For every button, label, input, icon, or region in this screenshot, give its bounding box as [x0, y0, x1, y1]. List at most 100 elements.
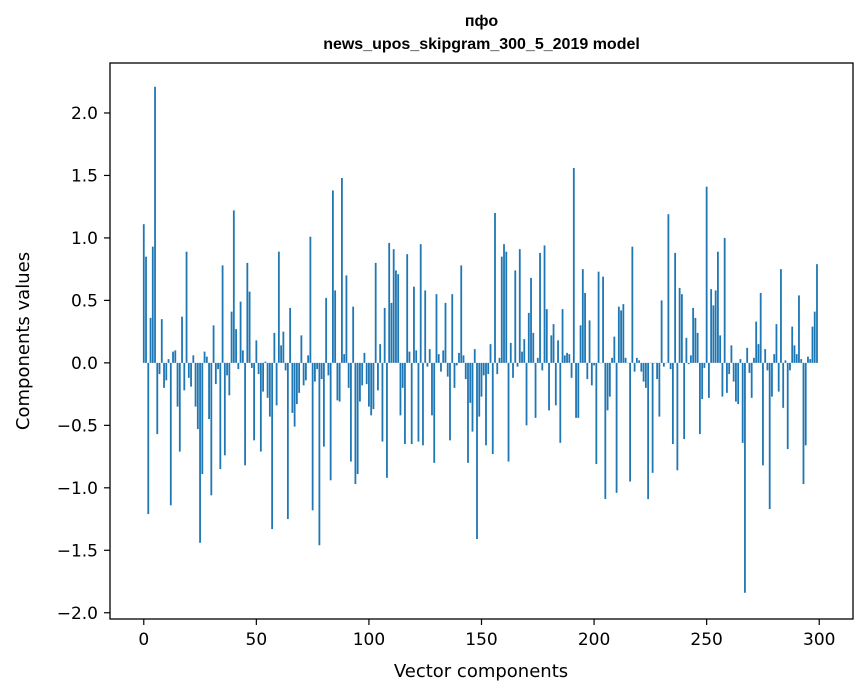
bar-component-104	[377, 362, 379, 391]
bar-component-126	[426, 362, 429, 367]
bar-component-113	[397, 274, 400, 363]
bar-component-7	[158, 362, 161, 375]
bar-component-131	[437, 354, 440, 363]
bar-component-254	[714, 290, 717, 363]
bar-component-274	[759, 292, 762, 363]
bar-component-74	[309, 236, 312, 363]
bar-component-132	[440, 362, 442, 372]
bar-component-269	[748, 362, 751, 373]
bar-component-60	[277, 251, 280, 363]
bar-component-191	[572, 167, 575, 363]
x-tick-label: 200	[578, 630, 610, 650]
bar-component-90	[345, 275, 348, 363]
bar-component-25	[199, 362, 201, 543]
bar-component-161	[505, 251, 508, 363]
bar-component-234	[669, 362, 672, 370]
y-axis-ticks: −2.0 −1.5 −1.0 −0.5 0.0 0.5 1.0 1.5 2.0	[57, 104, 110, 624]
bar-component-178	[543, 245, 546, 363]
y-tick-label: 1.5	[71, 166, 98, 186]
bar-component-135	[446, 362, 449, 377]
bar-component-30	[210, 362, 213, 496]
bar-component-211	[617, 306, 620, 363]
bar-component-184	[557, 340, 559, 363]
y-tick-label: 0.0	[71, 354, 98, 374]
bar-component-44	[241, 350, 244, 363]
bar-component-19	[185, 251, 188, 363]
x-tick-label: 250	[690, 630, 722, 650]
bar-component-144	[467, 362, 469, 463]
bar-component-149	[478, 362, 481, 417]
bar-component-8	[160, 319, 163, 363]
bar-component-26	[201, 362, 204, 475]
bar-component-295	[807, 356, 809, 363]
bar-component-40	[232, 210, 235, 363]
bar-component-14	[174, 350, 177, 363]
bar-component-268	[746, 347, 749, 363]
bar-component-147	[473, 349, 476, 363]
bar-component-114	[399, 362, 402, 416]
bar-component-32	[214, 362, 217, 385]
bar-component-230	[660, 300, 663, 363]
bar-component-2	[147, 362, 150, 515]
bar-component-266	[741, 362, 744, 443]
y-tick-label: −0.5	[57, 416, 98, 436]
bar-component-12	[169, 362, 172, 506]
bar-component-208	[611, 357, 613, 363]
bar-component-20	[187, 362, 190, 378]
bar-component-130	[435, 294, 438, 363]
bar-component-291	[798, 295, 800, 363]
bar-component-194	[579, 325, 582, 363]
bar-component-199	[590, 362, 593, 386]
bar-component-220	[638, 360, 641, 363]
bar-component-95	[356, 362, 359, 475]
bar-component-41	[235, 329, 237, 363]
bar-component-22	[192, 355, 195, 363]
bar-component-290	[795, 354, 798, 363]
y-tick-label: −1.5	[57, 541, 98, 561]
bar-component-59	[275, 362, 278, 406]
bar-component-171	[527, 312, 530, 363]
bar-component-189	[568, 354, 571, 363]
bar-component-168	[521, 351, 523, 363]
bar-component-151	[482, 362, 485, 376]
bar-component-210	[615, 362, 618, 493]
bar-component-183	[554, 362, 557, 406]
bar-component-205	[604, 362, 607, 500]
bar-component-233	[667, 214, 670, 363]
bar-component-172	[530, 277, 532, 363]
bar-component-137	[451, 294, 454, 363]
bar-component-245	[694, 317, 697, 363]
bar-component-296	[809, 359, 812, 363]
bar-component-202	[597, 271, 600, 363]
bar-component-163	[509, 342, 512, 363]
bar-component-39	[230, 311, 233, 363]
bar-component-33	[217, 362, 219, 370]
bar-component-197	[586, 362, 589, 380]
bar-component-21	[190, 362, 192, 387]
bar-component-18	[183, 362, 186, 391]
bar-component-207	[608, 362, 611, 397]
bars-group	[142, 86, 818, 593]
bar-component-55	[266, 362, 269, 398]
bar-component-261	[730, 345, 733, 363]
bar-component-73	[307, 355, 310, 363]
bar-component-64	[286, 362, 289, 520]
bar-component-84	[332, 190, 334, 363]
bar-component-256	[719, 335, 722, 363]
bar-component-166	[516, 362, 519, 367]
bar-component-117	[406, 254, 409, 363]
bar-component-293	[802, 362, 805, 485]
bar-component-1	[145, 256, 147, 363]
bar-component-138	[453, 362, 456, 388]
plot-frame	[109, 62, 854, 620]
bar-component-83	[329, 362, 332, 481]
y-tick-label: 2.0	[71, 104, 98, 124]
bar-component-141	[460, 265, 463, 363]
bar-component-124	[422, 362, 424, 446]
bar-component-123	[419, 244, 422, 363]
bar-component-204	[602, 276, 604, 363]
bar-component-101	[370, 362, 373, 416]
bar-component-255	[717, 251, 719, 363]
bar-component-65	[289, 307, 292, 363]
bar-component-272	[755, 321, 758, 363]
